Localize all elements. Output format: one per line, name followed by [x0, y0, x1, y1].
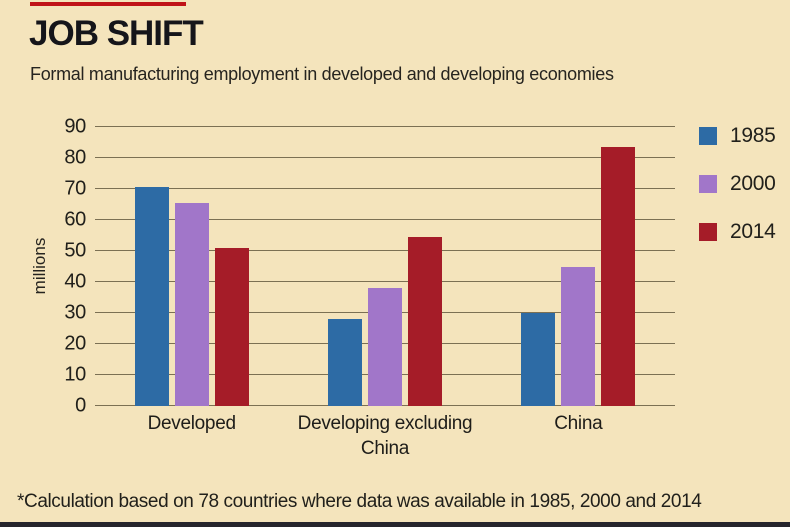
bar-2014-developing-excluding-china	[407, 237, 442, 406]
x-label-developed: Developed	[147, 413, 236, 434]
legend-row-2014: 2014	[699, 220, 776, 244]
y-tick-label-20: 20	[64, 332, 86, 355]
legend: 1985 2000 2014	[699, 124, 776, 268]
y-tick-label-50: 50	[64, 239, 86, 262]
bottom-edge-strip	[0, 522, 790, 527]
gridline-60	[95, 219, 675, 220]
chart-subtitle: Formal manufacturing employment in devel…	[30, 64, 614, 84]
y-tick-label-70: 70	[64, 177, 86, 200]
y-axis-tick-labels: 0 10 20 30 40 50 60 70 80 90	[38, 116, 86, 417]
legend-row-2000: 2000	[699, 172, 776, 196]
bar-2000-developed	[174, 202, 209, 406]
legend-row-1985: 1985	[699, 124, 776, 148]
gridline-40	[95, 281, 675, 282]
y-tick-label-0: 0	[75, 394, 86, 417]
y-tick-label-60: 60	[64, 208, 86, 231]
bar-1985-developed	[134, 187, 169, 406]
bar-1985-china	[521, 313, 556, 406]
legend-swatch-2014	[699, 223, 717, 241]
page-title: JOB SHIFT	[29, 14, 204, 53]
bar-2014-developed	[214, 247, 249, 406]
bar-2000-china	[561, 266, 596, 406]
y-tick-label-10: 10	[64, 363, 86, 386]
y-tick-label-90: 90	[64, 115, 86, 138]
y-tick-label-40: 40	[64, 270, 86, 293]
plot-area	[95, 126, 675, 406]
footnote: *Calculation based on 78 countries where…	[17, 491, 702, 512]
y-tick-label-80: 80	[64, 146, 86, 169]
bar-group-developed	[134, 127, 249, 406]
x-axis-labels: Developed Developing excluding China China	[95, 412, 675, 461]
x-label-developing-excluding-china: Developing excluding China	[297, 413, 473, 459]
title-accent-rule	[30, 2, 186, 6]
bar-2000-developing-excluding-china	[367, 288, 402, 406]
bar-group-china	[521, 127, 636, 406]
gridline-90	[95, 126, 675, 127]
legend-label-2000: 2000	[730, 172, 776, 195]
bar-2014-china	[601, 147, 636, 406]
bar-1985-developing-excluding-china	[327, 319, 362, 406]
bars-layer	[95, 127, 675, 406]
bar-group-developing-excluding-china	[327, 127, 442, 406]
legend-label-2014: 2014	[730, 220, 776, 243]
legend-swatch-1985	[699, 127, 717, 145]
legend-swatch-2000	[699, 175, 717, 193]
y-tick-label-30: 30	[64, 301, 86, 324]
x-label-china: China	[554, 413, 603, 434]
gridline-70	[95, 188, 675, 189]
legend-label-1985: 1985	[730, 124, 776, 147]
gridline-80	[95, 157, 675, 158]
gridline-50	[95, 250, 675, 251]
